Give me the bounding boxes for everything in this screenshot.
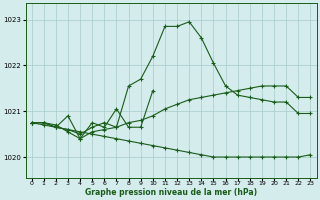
X-axis label: Graphe pression niveau de la mer (hPa): Graphe pression niveau de la mer (hPa) — [85, 188, 257, 197]
